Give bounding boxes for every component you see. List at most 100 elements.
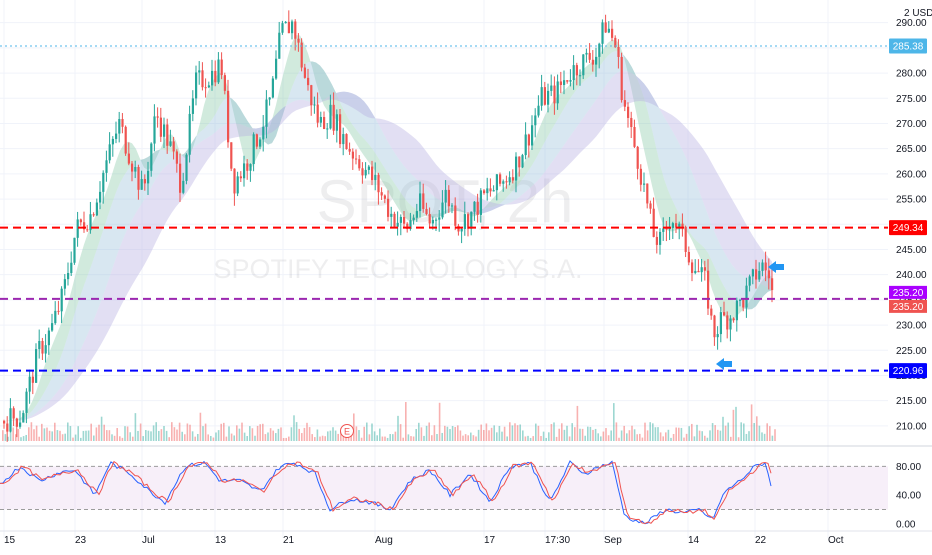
candle-body — [537, 105, 540, 116]
volume-bar — [462, 435, 464, 441]
candle-body — [355, 158, 358, 160]
grid — [0, 0, 932, 538]
candle-body — [655, 236, 658, 245]
candle-body — [601, 22, 604, 44]
candle-body — [431, 219, 434, 224]
candle-body — [147, 170, 150, 184]
candle-body — [204, 87, 207, 89]
volume-bar — [150, 431, 152, 441]
volume-bar — [132, 436, 134, 441]
candle-body — [383, 195, 386, 199]
candle-body — [220, 59, 223, 76]
candle-body — [249, 164, 252, 171]
candle-body — [486, 188, 489, 194]
volume-bar — [249, 426, 251, 441]
volume-bar — [30, 422, 33, 441]
mid-level-tag-bg — [889, 285, 927, 299]
candle-body — [153, 116, 156, 144]
candle-body — [307, 77, 310, 86]
price-tick-label: 255.00 — [896, 195, 927, 206]
time-tick-label: 23 — [75, 535, 87, 546]
volume-bar — [509, 422, 511, 441]
volume-bar — [594, 428, 597, 441]
volume-bar — [620, 430, 623, 441]
volume-bar — [618, 437, 620, 441]
volume-bar — [727, 422, 729, 441]
candle-body — [585, 52, 588, 55]
candle-body — [339, 114, 342, 145]
candle-body — [483, 190, 486, 194]
candle-body — [297, 38, 300, 43]
candle-body — [751, 269, 754, 277]
volume-bar — [470, 432, 472, 441]
time-tick-label: 17 — [484, 535, 496, 546]
candle-body — [412, 217, 415, 221]
volume-bar — [654, 427, 657, 441]
candle-body — [723, 312, 726, 316]
candle-body — [761, 262, 764, 271]
volume-bar — [592, 429, 594, 441]
volume-bar — [340, 430, 342, 441]
volume-bar — [685, 433, 688, 441]
volume-bar — [103, 424, 105, 441]
time-tick-label: 13 — [215, 535, 227, 546]
candle-body — [745, 285, 748, 308]
volume-bar — [17, 429, 20, 441]
earnings-marker-label: E — [344, 427, 350, 437]
volume-bar — [675, 427, 677, 441]
price-tick-label: 230.00 — [896, 321, 927, 332]
candle-body — [243, 163, 246, 179]
volume-bar — [301, 433, 303, 441]
volume-bar — [69, 426, 72, 441]
time-tick-label: Oct — [828, 535, 844, 546]
volume-bar — [576, 405, 579, 441]
volume-bar — [95, 427, 98, 441]
volume-bar — [628, 430, 631, 441]
horizontal-levels[interactable] — [0, 45, 888, 372]
volume-bar — [584, 435, 586, 441]
candle-body — [742, 299, 745, 308]
candle-body — [31, 376, 34, 383]
candle-body — [345, 134, 348, 150]
volume-bar — [652, 423, 654, 441]
volume-bar — [262, 423, 264, 441]
candle-body — [758, 270, 761, 280]
candle-body — [211, 70, 214, 86]
price-axis[interactable]: 290.00285.00280.00275.00270.00265.00260.… — [889, 8, 932, 530]
volume-bar — [589, 426, 592, 441]
volume-bar — [477, 429, 480, 441]
candle-body — [659, 231, 662, 245]
volume-bar — [254, 435, 256, 441]
volume-bar — [542, 431, 545, 441]
candle-body — [591, 59, 594, 65]
candle-body — [335, 114, 338, 131]
volume-bar — [545, 437, 547, 441]
volume-bar — [82, 430, 85, 441]
candle-body — [719, 312, 722, 335]
volume-bar — [173, 427, 176, 441]
volume-bar — [719, 430, 722, 441]
candle-body — [12, 408, 15, 419]
volume-bar — [402, 437, 404, 441]
candle-body — [543, 87, 546, 105]
candle-body — [38, 340, 41, 350]
volume-bar — [51, 431, 53, 441]
candle-body — [47, 330, 50, 346]
volume-bar — [626, 433, 628, 441]
volume-bar — [571, 423, 573, 441]
volume-bar — [753, 423, 755, 441]
price-tick-label: 280.00 — [896, 69, 927, 80]
volume-bar — [324, 436, 326, 441]
time-axis[interactable]: 15 23 Jul 13 21 Aug 17 17:30 Sep 14 22 Oct — [0, 530, 932, 546]
volume-bar — [106, 430, 108, 441]
volume-bar — [433, 425, 436, 441]
volume-bar — [418, 422, 420, 441]
candle-body — [441, 202, 444, 218]
volume-bar — [12, 427, 14, 441]
volume-bar — [100, 416, 103, 441]
volume-bar — [758, 425, 761, 441]
candle-body — [73, 237, 76, 263]
candle-body — [319, 117, 322, 123]
